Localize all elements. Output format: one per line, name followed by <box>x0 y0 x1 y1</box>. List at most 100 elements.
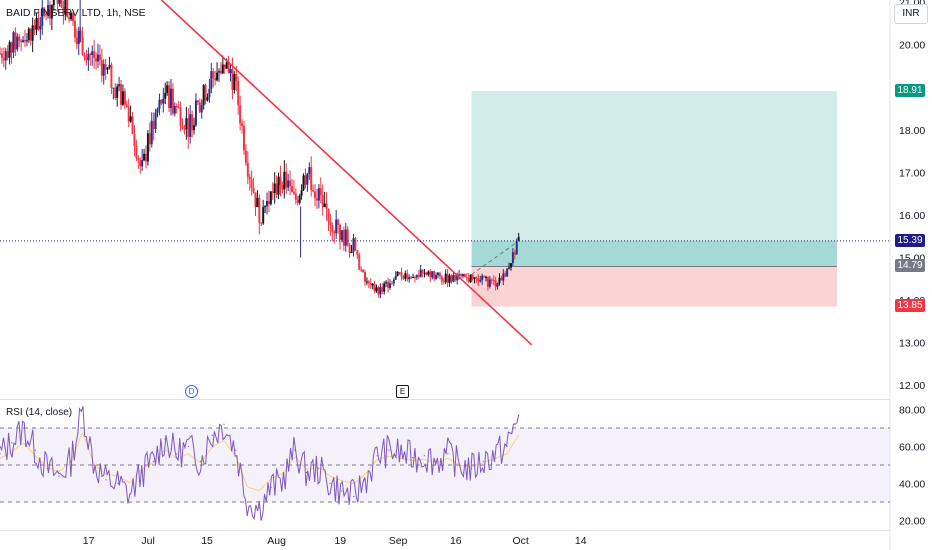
rsi-point <box>294 449 296 451</box>
candle-body <box>298 195 301 203</box>
candle-body <box>463 273 466 278</box>
long-position-tool[interactable] <box>471 91 837 307</box>
candle-body <box>486 276 489 287</box>
rsi-point <box>423 455 425 457</box>
candle-body <box>75 37 78 45</box>
candle-body <box>379 287 382 295</box>
candle-body <box>333 231 336 234</box>
candle-body <box>129 116 132 122</box>
candle-body <box>327 209 330 222</box>
candle-body <box>91 51 94 55</box>
candle-body <box>237 80 240 106</box>
candle-body <box>317 188 320 201</box>
rsi-line <box>0 406 520 521</box>
candle-body <box>98 54 101 61</box>
candle-body <box>187 118 190 137</box>
candle-body <box>394 275 397 280</box>
candle-body <box>390 283 393 285</box>
candle-body <box>500 277 503 281</box>
candle-body <box>18 36 21 41</box>
rsi-point <box>58 475 60 477</box>
candle-body <box>362 269 365 272</box>
dividend-marker-icon[interactable]: D <box>185 385 198 398</box>
rsi-indicator-label[interactable]: RSI (14, close) <box>6 407 73 418</box>
candle-body <box>169 88 172 109</box>
candle-body <box>231 69 234 90</box>
candle-body <box>408 277 411 280</box>
time-tick-label: 14 <box>575 535 587 547</box>
candle-body <box>158 99 161 109</box>
candle-body <box>300 190 303 196</box>
time-tick-label: 19 <box>334 535 346 547</box>
rsi-tick-label: 60.00 <box>899 441 925 453</box>
candle-body <box>214 78 217 81</box>
candle-body <box>277 176 280 195</box>
candle-body <box>104 64 107 70</box>
candle-body <box>413 277 416 279</box>
time-tick-label: Oct <box>512 535 528 547</box>
candle-body <box>342 230 345 246</box>
candle-body <box>310 167 313 191</box>
rsi-pane[interactable]: 80.00 60.00 40.00 20.00 <box>0 404 925 528</box>
candle-body <box>398 271 401 273</box>
candle-body <box>504 273 507 277</box>
rsi-point <box>258 507 260 509</box>
candle-body <box>225 62 228 69</box>
candle-body <box>239 105 242 124</box>
candle-body <box>498 277 501 284</box>
candle-body <box>344 229 347 246</box>
candle-body <box>467 278 470 282</box>
candle-body <box>106 67 109 70</box>
target-zone <box>471 91 837 267</box>
candle-body <box>217 70 220 73</box>
candle-body <box>66 0 69 17</box>
candle-body <box>89 53 92 55</box>
candle-body <box>189 114 192 137</box>
candle-body <box>383 283 386 292</box>
candle-body <box>502 273 505 281</box>
candle-body <box>206 97 209 101</box>
rsi-ma-line <box>0 432 520 492</box>
candle-body <box>266 200 269 207</box>
candle-body <box>450 275 453 282</box>
candle-body <box>262 207 265 224</box>
candle-body <box>509 263 512 268</box>
candle-body <box>156 108 159 113</box>
candle-body <box>64 0 67 15</box>
currency-selector[interactable]: INR <box>894 4 928 24</box>
candle-body <box>281 185 284 190</box>
candle-body <box>331 224 334 232</box>
rsi-point <box>223 423 225 425</box>
candle-body <box>304 175 307 185</box>
rsi-point <box>81 408 84 411</box>
candle-body <box>444 273 447 282</box>
candle-body <box>2 57 5 61</box>
candle-body <box>137 158 140 161</box>
candle-body <box>242 125 245 151</box>
rsi-band <box>0 427 890 503</box>
rsi-point <box>364 479 367 481</box>
candle-body <box>23 40 26 42</box>
candle-body <box>154 112 157 129</box>
candle-body <box>388 283 391 288</box>
candle-body <box>141 160 144 167</box>
time-axis[interactable]: 17 Jul 15 Aug 19 Sep 16 Oct 14 <box>0 530 890 548</box>
earnings-marker-icon[interactable]: E <box>396 385 409 398</box>
price-tick-label: 13.00 <box>899 338 925 350</box>
rsi-point <box>400 453 402 455</box>
candle-body <box>287 180 290 188</box>
candle-body <box>410 277 413 279</box>
candle-body <box>429 271 432 278</box>
candle-body <box>269 191 272 205</box>
candle-body <box>479 280 482 282</box>
candle-body <box>22 40 25 42</box>
drawing-overlays <box>0 0 890 346</box>
candle-body <box>120 84 123 105</box>
candle-body <box>175 106 178 108</box>
candle-body <box>273 183 276 193</box>
candle-body <box>402 276 405 279</box>
candle-body <box>377 287 380 295</box>
candle-body <box>241 123 244 126</box>
candle-body <box>423 272 426 274</box>
